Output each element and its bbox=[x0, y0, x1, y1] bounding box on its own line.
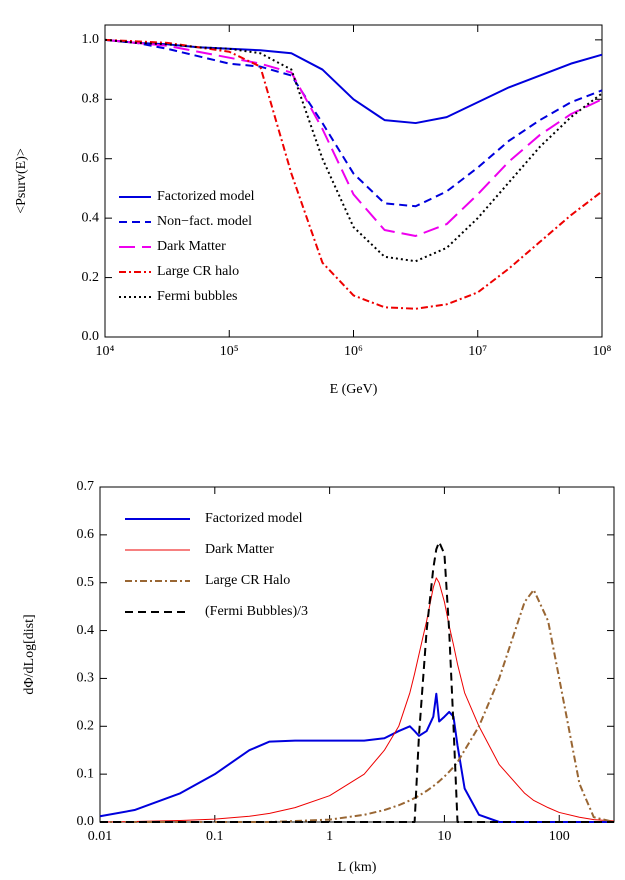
y-tick-label: 0.7 bbox=[77, 479, 95, 494]
series-line bbox=[104, 38, 603, 125]
plot-frame bbox=[99, 486, 615, 823]
series-line bbox=[104, 38, 603, 310]
legend-label: Large CR halo bbox=[157, 264, 239, 279]
legend-label: (Fermi Bubbles)/3 bbox=[205, 604, 308, 619]
series-line bbox=[99, 692, 614, 823]
x-tick-label: 0.01 bbox=[88, 829, 113, 844]
legend-label: Dark Matter bbox=[205, 542, 274, 557]
x-tick-label: 10⁷ bbox=[468, 344, 487, 359]
y-tick-label: 1.0 bbox=[82, 32, 100, 47]
legend-label: Factorized model bbox=[205, 511, 303, 526]
legend-label: Non−fact. model bbox=[157, 214, 252, 229]
x-tick-label: 10⁵ bbox=[220, 344, 239, 359]
series-line bbox=[99, 577, 615, 823]
y-tick-label: 0.0 bbox=[82, 329, 100, 344]
y-tick-label: 0.6 bbox=[77, 527, 95, 542]
y-tick-label: 0.4 bbox=[77, 623, 95, 638]
x-tick-label: 10⁸ bbox=[593, 344, 612, 359]
y-axis-label: dΦ/dLog[dist] bbox=[22, 614, 37, 694]
x-tick-label: 10⁶ bbox=[344, 344, 363, 359]
y-tick-label: 0.6 bbox=[82, 151, 100, 166]
y-tick-label: 0.8 bbox=[82, 92, 100, 107]
x-tick-label: 10 bbox=[437, 829, 451, 844]
y-tick-label: 0.5 bbox=[77, 575, 95, 590]
y-tick-label: 0.4 bbox=[82, 210, 100, 225]
x-tick-label: 10⁴ bbox=[96, 344, 115, 359]
legend-label: Dark Matter bbox=[157, 239, 226, 254]
series-line bbox=[100, 588, 615, 823]
y-tick-label: 0.3 bbox=[77, 671, 95, 686]
series-line bbox=[104, 38, 603, 237]
legend-label: Fermi bubbles bbox=[157, 289, 238, 304]
y-tick-label: 0.1 bbox=[77, 766, 95, 781]
x-tick-label: 1 bbox=[326, 829, 333, 844]
x-tick-label: 100 bbox=[549, 829, 570, 844]
x-tick-label: 0.1 bbox=[206, 829, 224, 844]
x-axis-label: L (km) bbox=[338, 860, 377, 875]
x-axis-label: E (GeV) bbox=[330, 382, 378, 397]
series-line bbox=[104, 38, 603, 263]
legend-label: Large CR Halo bbox=[205, 573, 290, 588]
legend-label: Factorized model bbox=[157, 189, 255, 204]
y-tick-label: 0.0 bbox=[77, 814, 95, 829]
y-tick-label: 0.2 bbox=[82, 270, 100, 285]
series-line bbox=[104, 38, 603, 208]
series-line bbox=[100, 541, 614, 823]
y-axis-label: <Psurv(E)> bbox=[14, 148, 29, 214]
y-tick-label: 0.2 bbox=[77, 719, 95, 734]
